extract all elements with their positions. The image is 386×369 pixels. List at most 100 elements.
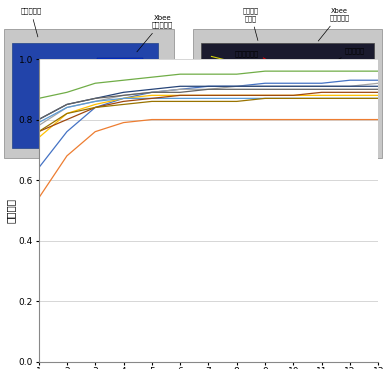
Text: 温湿度センサ: 温湿度センサ (331, 115, 367, 122)
Person 9 (376, 87, 381, 92)
Circle shape (58, 66, 96, 85)
Person 6 (348, 69, 352, 73)
Person 3 (291, 84, 296, 89)
Person 4 (376, 93, 381, 97)
Person 4 (291, 93, 296, 97)
Line: Person 6: Person 6 (39, 71, 378, 99)
FancyBboxPatch shape (193, 29, 382, 158)
Person 10 (319, 96, 324, 101)
Person 10 (149, 99, 154, 104)
Person 1 (376, 78, 381, 82)
Person 1 (234, 84, 239, 89)
FancyBboxPatch shape (12, 43, 158, 148)
Person 6 (206, 72, 211, 76)
Person 3 (206, 87, 211, 92)
Line: Person 7: Person 7 (39, 86, 378, 120)
Person 2 (263, 117, 267, 122)
Person 4 (178, 93, 183, 97)
Person 1 (206, 84, 211, 89)
Person 1 (319, 81, 324, 86)
Text: サウンド
センサ: サウンド センサ (243, 7, 259, 41)
Person 7 (36, 117, 41, 122)
Line: Person 1: Person 1 (39, 80, 378, 168)
Person 5 (36, 120, 41, 125)
Person 4 (206, 93, 211, 97)
Person 6 (64, 90, 69, 94)
Person 2 (376, 117, 381, 122)
Person 1 (263, 81, 267, 86)
Y-axis label: 推定精度: 推定精度 (6, 198, 16, 223)
Person 8 (178, 93, 183, 97)
Person 7 (121, 90, 126, 94)
Person 8 (348, 90, 352, 94)
Person 2 (36, 196, 41, 200)
Text: Xbee
モジュール: Xbee モジュール (318, 8, 350, 41)
Person 3 (376, 81, 381, 86)
Person 4 (36, 135, 41, 140)
Person 7 (234, 84, 239, 89)
Person 9 (291, 87, 296, 92)
Text: 環境計測センサ: 環境計測センサ (65, 168, 109, 178)
Person 8 (64, 117, 69, 122)
Person 6 (234, 72, 239, 76)
Person 2 (206, 117, 211, 122)
Person 6 (36, 96, 41, 101)
Person 9 (64, 102, 69, 107)
Person 9 (319, 87, 324, 92)
Text: ブルーライト
センサ: ブルーライト センサ (235, 51, 261, 73)
Text: CO2濃度センサ: CO2濃度センサ (44, 143, 80, 158)
Person 8 (319, 90, 324, 94)
Person 7 (263, 84, 267, 89)
Person 2 (149, 117, 154, 122)
FancyBboxPatch shape (96, 58, 143, 90)
Person 9 (263, 87, 267, 92)
Text: 距離センサ
(超音波): 距離センサ (超音波) (210, 124, 241, 142)
Line: Person 4: Person 4 (39, 95, 378, 138)
Person 6 (121, 78, 126, 82)
Line: Person 3: Person 3 (39, 83, 378, 125)
Person 10 (263, 96, 267, 101)
Person 4 (149, 93, 154, 97)
Person 9 (36, 117, 41, 122)
Person 10 (291, 96, 296, 101)
Person 8 (121, 99, 126, 104)
Person 5 (93, 99, 98, 104)
Person 5 (64, 105, 69, 110)
Text: 気圧センサ: 気圧センサ (20, 7, 42, 37)
Text: 人間の知覚に関わる環境計測センサ: 人間の知覚に関わる環境計測センサ (240, 168, 335, 178)
Line: Person 2: Person 2 (39, 120, 378, 198)
Person 1 (178, 87, 183, 92)
Person 10 (178, 99, 183, 104)
Person 9 (234, 87, 239, 92)
Person 6 (178, 72, 183, 76)
Person 5 (376, 96, 381, 101)
Person 7 (319, 84, 324, 89)
Person 1 (291, 81, 296, 86)
Person 4 (348, 93, 352, 97)
Person 4 (121, 96, 126, 101)
Person 1 (93, 105, 98, 110)
Person 5 (319, 96, 324, 101)
Person 8 (291, 93, 296, 97)
Person 1 (64, 130, 69, 134)
Person 5 (206, 96, 211, 101)
Person 10 (234, 99, 239, 104)
Line: Person 10: Person 10 (39, 99, 378, 132)
Person 7 (348, 84, 352, 89)
Person 10 (93, 105, 98, 110)
Person 6 (149, 75, 154, 79)
Person 9 (121, 93, 126, 97)
Person 4 (319, 93, 324, 97)
Person 3 (234, 84, 239, 89)
Line: Person 9: Person 9 (39, 89, 378, 120)
Person 3 (64, 105, 69, 110)
Person 4 (234, 93, 239, 97)
Text: 明度センサ: 明度センサ (330, 47, 365, 63)
Person 7 (149, 87, 154, 92)
Person 7 (291, 84, 296, 89)
Person 8 (234, 93, 239, 97)
Person 8 (36, 130, 41, 134)
Person 1 (149, 90, 154, 94)
Person 8 (263, 93, 267, 97)
Person 9 (149, 90, 154, 94)
